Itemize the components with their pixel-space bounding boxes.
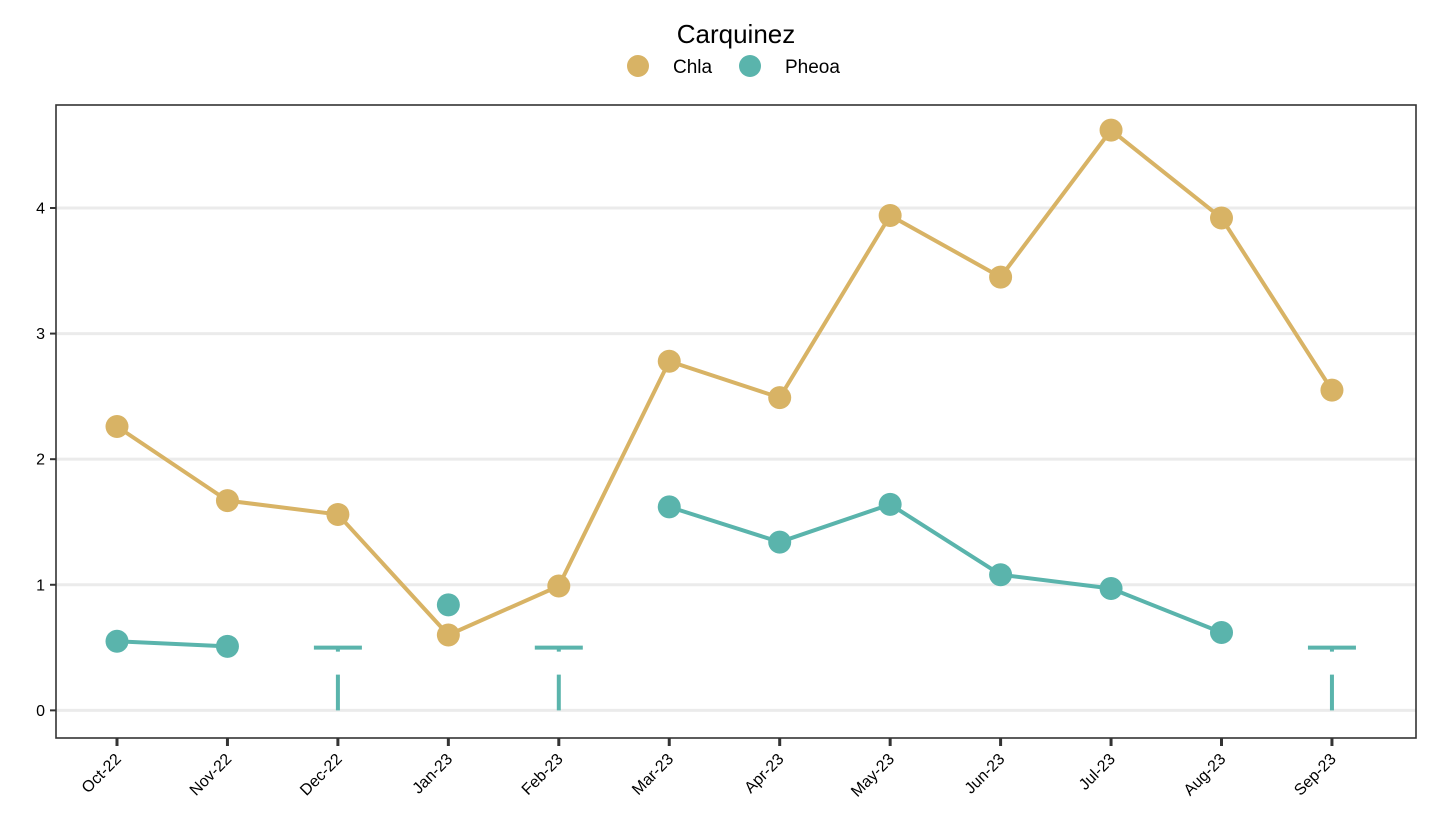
legend-key-chla (627, 55, 649, 77)
data-point-pheoa (436, 593, 460, 617)
data-point-chla (326, 502, 350, 526)
legend: Chla Pheoa (627, 55, 840, 78)
x-tick-label: Jul-23 (1076, 751, 1119, 794)
series-line-chla (115, 128, 1334, 638)
data-point-pheoa (878, 492, 902, 516)
data-point-chla (1099, 118, 1123, 142)
legend-key-pheoa (739, 55, 761, 77)
data-point-chla (436, 623, 460, 647)
x-tick-label: Mar-23 (629, 751, 677, 799)
x-tick-label: Oct-22 (79, 751, 125, 797)
data-point-chla (1210, 206, 1233, 230)
data-point-pheoa (215, 634, 239, 658)
y-tick-label: 3 (36, 326, 45, 343)
data-point-pheoa (657, 495, 681, 519)
data-point-chla (989, 265, 1013, 289)
legend-title: Carquinez (677, 19, 796, 49)
y-tick-label: 4 (36, 200, 45, 217)
plot-panel-border (55, 104, 1417, 739)
data-point-pheoa (989, 563, 1013, 587)
x-tick-label: Nov-22 (187, 751, 236, 800)
y-tick-label: 1 (36, 577, 45, 594)
data-point-chla (768, 386, 792, 410)
data-point-pheoa (1099, 577, 1123, 601)
data-point-chla (547, 574, 571, 598)
data-point-chla (657, 349, 681, 373)
series-line-pheoa (668, 502, 1223, 635)
x-tick-label: Feb-23 (519, 751, 567, 799)
data-point-pheoa (105, 629, 129, 653)
x-tick-label: Dec-22 (297, 751, 346, 800)
data-point-pheoa (1210, 621, 1233, 644)
plot-area (105, 118, 1356, 711)
data-point-chla (878, 204, 902, 228)
data-point-pheoa (768, 530, 792, 554)
series-line-pheoa (116, 639, 228, 649)
x-tick-label: Apr-23 (742, 751, 788, 797)
data-point-chla (215, 489, 239, 513)
x-tick-label: Sep-23 (1291, 751, 1340, 800)
data-point-chla (105, 415, 129, 439)
y-tick-label: 0 (36, 703, 45, 720)
x-tick-label: Jun-23 (962, 751, 1009, 798)
x-tick-label: May-23 (848, 751, 898, 801)
y-tick-label: 2 (36, 452, 45, 469)
grid-lines (56, 206, 1416, 712)
legend-label-pheoa: Pheoa (785, 57, 840, 78)
legend-label-chla: Chla (673, 57, 713, 78)
data-point-chla (1320, 378, 1344, 402)
x-tick-label: Jan-23 (410, 751, 457, 798)
x-tick-label: Aug-23 (1181, 751, 1230, 800)
